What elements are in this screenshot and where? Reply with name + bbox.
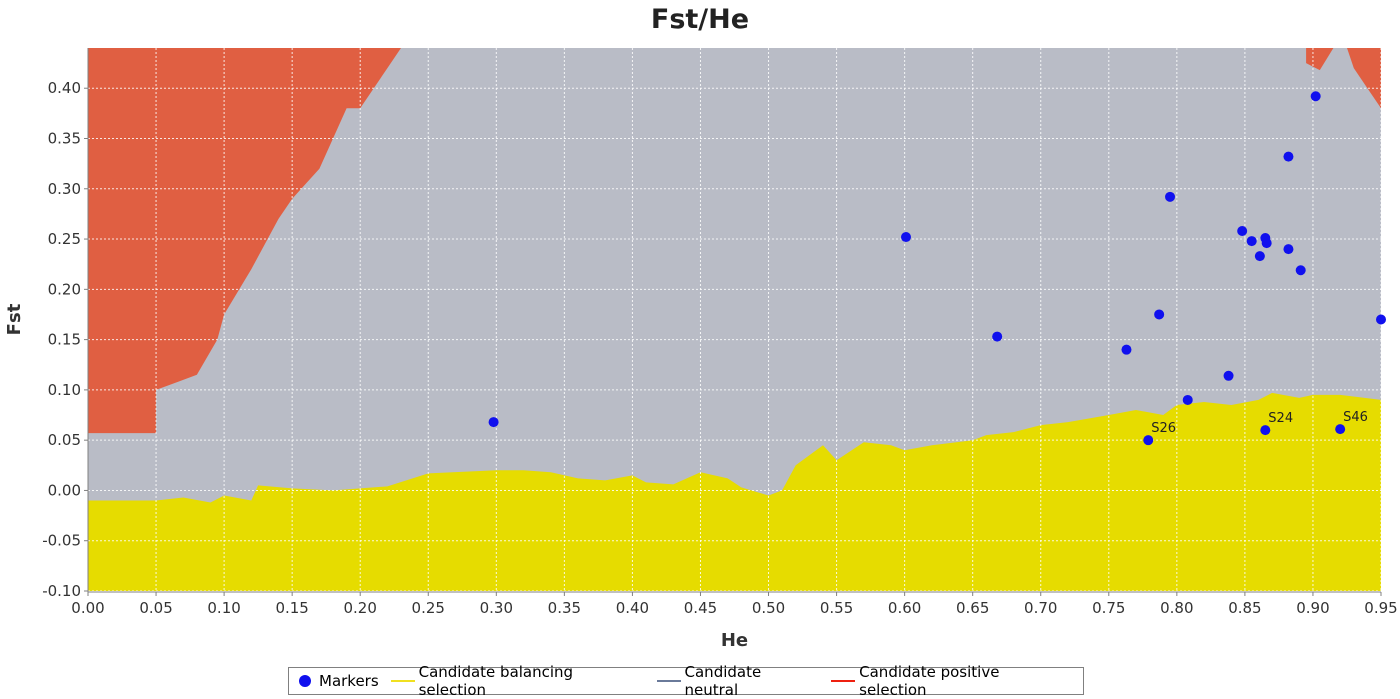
y-tick-label: 0.30: [48, 180, 81, 198]
marker-point: [1254, 251, 1265, 262]
x-tick-label: 0.05: [139, 599, 172, 617]
x-tick-label: 0.10: [207, 599, 240, 617]
x-tick-label: 0.75: [1092, 599, 1125, 617]
legend-label: Markers: [319, 672, 379, 690]
x-tick-label: 0.85: [1228, 599, 1261, 617]
y-tick-label: 0.40: [48, 79, 81, 97]
x-tick-label: 0.30: [480, 599, 513, 617]
x-tick-label: 0.45: [684, 599, 717, 617]
marker-point: [488, 417, 499, 428]
x-tick-label: 0.35: [548, 599, 581, 617]
marker-point: [1335, 424, 1346, 435]
marker-point: [1310, 91, 1321, 102]
marker-point: [1223, 370, 1234, 381]
y-tick-label: 0.00: [48, 481, 81, 499]
y-tick-label: -0.10: [42, 582, 81, 600]
y-axis-label: Fst: [4, 303, 25, 335]
x-tick-label: 0.40: [616, 599, 649, 617]
y-tick-label: 0.25: [48, 230, 81, 248]
x-tick-label: 0.50: [752, 599, 785, 617]
marker-point: [1165, 191, 1176, 202]
marker-point: [1121, 344, 1132, 355]
x-tick-label: 0.70: [1024, 599, 1057, 617]
x-tick-label: 0.15: [275, 599, 308, 617]
marker-point: [1376, 314, 1386, 325]
x-tick-label: 0.80: [1160, 599, 1193, 617]
y-tick-label: 0.20: [48, 280, 81, 298]
legend-label: Candidate neutral: [684, 663, 762, 699]
legend-item: Candidate balancing selection: [390, 663, 645, 699]
marker-point: [992, 331, 1003, 342]
marker-label: S26: [1151, 421, 1176, 436]
x-tick-label: 0.25: [412, 599, 445, 617]
x-tick-label: 0.55: [820, 599, 853, 617]
y-tick-label: 0.15: [48, 331, 81, 349]
marker-point: [1261, 238, 1272, 249]
legend-item: Candidate positive selection: [831, 663, 1071, 699]
marker-point: [1237, 226, 1248, 237]
marker-point: [1154, 309, 1165, 320]
gridlines: [87, 48, 1382, 592]
marker-point: [1295, 265, 1306, 276]
y-tick-label: 0.35: [48, 130, 81, 148]
marker-point: [900, 232, 911, 243]
plot-regions: [88, 48, 1381, 591]
marker-point: [1182, 394, 1193, 405]
y-tick-label: 0.05: [48, 431, 81, 449]
marker-point: [1143, 435, 1154, 446]
marker-point: [1260, 425, 1271, 436]
balancing-region: [88, 392, 1381, 591]
legend-line-icon: [656, 680, 681, 682]
x-tick-label: 0.90: [1296, 599, 1329, 617]
y-tick-label: -0.05: [42, 532, 81, 550]
legend-line-icon: [390, 680, 415, 682]
x-axis-label: He: [721, 630, 748, 651]
y-tick-label: 0.10: [48, 381, 81, 399]
positive-region-left: [88, 48, 401, 434]
legend-line-icon: [831, 680, 856, 682]
positive-region-right: [1306, 48, 1381, 109]
x-tick-label: 0.65: [956, 599, 989, 617]
x-tick-label: 0.00: [71, 599, 104, 617]
marker-point: [1283, 151, 1294, 162]
marker-label: S46: [1343, 410, 1368, 425]
legend-label: Candidate positive selection: [859, 663, 1000, 699]
x-tick-label: 0.60: [888, 599, 921, 617]
marker-label: S24: [1268, 411, 1293, 426]
chart-legend: Markers Candidate balancing selection Cand…: [288, 663, 1084, 699]
x-tick-label: 0.20: [344, 599, 377, 617]
x-tick-label: 0.95: [1364, 599, 1397, 617]
markers-series: S26 S24 S46: [488, 91, 1386, 446]
legend-label: Candidate balancing selection: [418, 663, 574, 699]
marker-point: [1283, 244, 1294, 255]
legend-dot-icon: [299, 675, 311, 687]
chart-title: Fst/He: [650, 4, 750, 35]
marker-point: [1246, 236, 1257, 247]
legend-item: Markers: [299, 672, 379, 690]
legend-item: Candidate neutral: [656, 663, 820, 699]
